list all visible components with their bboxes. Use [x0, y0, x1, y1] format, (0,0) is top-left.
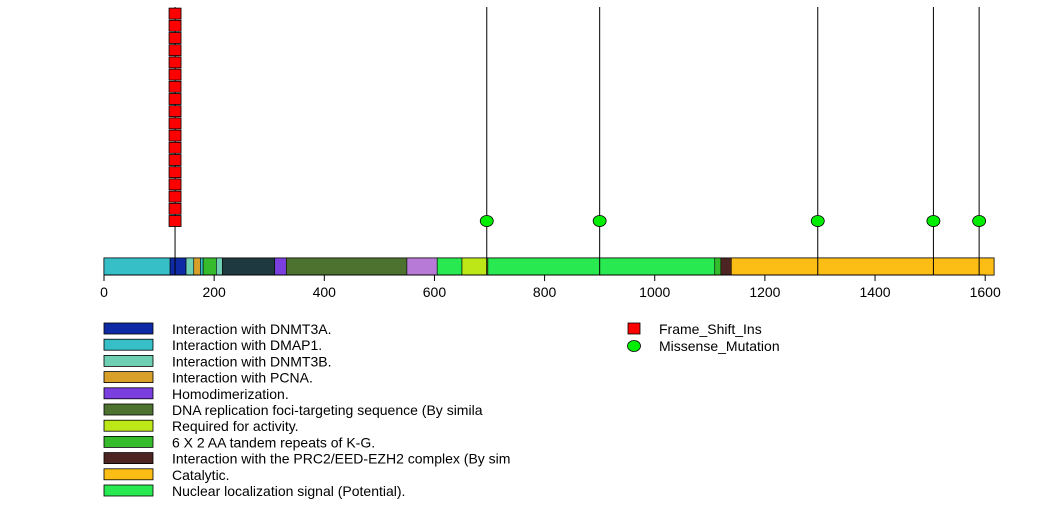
- domain-segment-15: [720, 257, 732, 276]
- frameshift-marker: [168, 117, 182, 130]
- x-tick-label-200: 200: [202, 284, 226, 300]
- mutation-legend-label: Missense_Mutation: [659, 338, 780, 354]
- frameshift-marker: [168, 7, 182, 20]
- domain-legend-label: Interaction with DNMT3B.: [172, 353, 332, 369]
- domain-legend-swatch: [103, 354, 154, 367]
- mutation-legend-swatch: [627, 322, 641, 335]
- domain-segment-0: [103, 257, 171, 276]
- frameshift-marker: [168, 93, 182, 105]
- mutation-stems: [174, 7, 980, 275]
- domain-segment-9: [285, 257, 408, 276]
- x-tick-label-400: 400: [313, 284, 337, 300]
- domain-legend-label: 6 X 2 AA tandem repeats of K-G.: [172, 434, 375, 450]
- domain-legend-label: DNA replication foci-targeting sequence …: [172, 402, 483, 418]
- x-tick-label-600: 600: [423, 284, 447, 300]
- frameshift-marker: [168, 129, 182, 142]
- domain-legend-label: Catalytic.: [172, 467, 230, 483]
- domain-segment-5: [202, 257, 217, 276]
- x-tick-label-1600: 1600: [970, 284, 1001, 300]
- domain-segment-14: [714, 257, 722, 276]
- domain-segment-11: [436, 257, 463, 276]
- domain-legend-swatch: [103, 435, 154, 448]
- domain-segment-1: [169, 257, 187, 276]
- frameshift-marker: [168, 44, 182, 57]
- domain-legend-swatch: [103, 452, 154, 465]
- domain-legend-label: Nuclear localization signal (Potential).: [172, 483, 405, 499]
- mutation-markers: [168, 7, 987, 227]
- domain-legend-swatch: [103, 403, 154, 416]
- frameshift-marker: [168, 68, 182, 81]
- domain-legend-swatch: [103, 484, 154, 497]
- domain-legend-swatch: [103, 322, 154, 335]
- x-tick-label-1400: 1400: [859, 284, 890, 300]
- frameshift-marker: [168, 56, 182, 69]
- missense-marker: [592, 215, 607, 227]
- frameshift-marker: [168, 105, 182, 118]
- frameshift-marker: [168, 215, 182, 227]
- mutation-legend-swatch: [627, 340, 641, 352]
- domain-segment-2: [185, 257, 195, 276]
- x-tick-label-1000: 1000: [639, 284, 670, 300]
- domain-legend: Interaction with DNMT3A.Interaction with…: [103, 321, 510, 499]
- domain-segment-4: [200, 257, 204, 276]
- domain-legend-swatch: [103, 387, 154, 400]
- frameshift-marker: [168, 190, 182, 203]
- frameshift-marker: [168, 202, 182, 215]
- missense-marker: [926, 215, 941, 227]
- x-axis: 0 200 400 600 800 1000 1200 1400 1600: [100, 274, 1001, 300]
- frameshift-marker: [168, 80, 182, 93]
- domain-legend-swatch: [103, 419, 154, 432]
- domain-legend-label: Interaction with DMAP1.: [172, 337, 322, 353]
- domain-legend-label: Required for activity.: [172, 418, 299, 434]
- domain-segment-12: [461, 257, 489, 276]
- missense-marker: [972, 215, 987, 227]
- missense-marker: [479, 215, 494, 227]
- x-tick-label-0: 0: [100, 284, 108, 300]
- frameshift-marker: [168, 178, 182, 191]
- domain-segment-8: [274, 257, 287, 276]
- x-tick-label-800: 800: [533, 284, 557, 300]
- frameshift-marker: [168, 32, 182, 44]
- missense-marker: [810, 215, 825, 227]
- domain-segment-10: [406, 257, 438, 276]
- domain-legend-label: Interaction with DNMT3A.: [172, 321, 332, 337]
- domain-legend-swatch: [103, 338, 154, 351]
- frameshift-marker: [168, 154, 182, 166]
- domain-segment-16: [730, 257, 995, 276]
- domain-legend-label: Homodimerization.: [172, 386, 289, 402]
- frameshift-marker: [168, 141, 182, 154]
- domain-legend-swatch: [103, 468, 154, 481]
- domain-segment-7: [222, 257, 276, 276]
- domain-legend-label: Interaction with the PRC2/EED-EZH2 compl…: [172, 451, 510, 467]
- x-tick-label-1200: 1200: [749, 284, 780, 300]
- protein-domains: [103, 257, 995, 276]
- mutation-legend-label: Frame_Shift_Ins: [659, 321, 762, 337]
- domain-legend-swatch: [103, 371, 154, 384]
- domain-segment-6: [216, 257, 223, 276]
- frameshift-marker: [168, 19, 182, 32]
- domain-segment-3: [193, 257, 201, 276]
- domain-segment-13: [487, 257, 716, 276]
- frameshift-marker: [168, 166, 182, 179]
- domain-legend-label: Interaction with PCNA.: [172, 370, 313, 386]
